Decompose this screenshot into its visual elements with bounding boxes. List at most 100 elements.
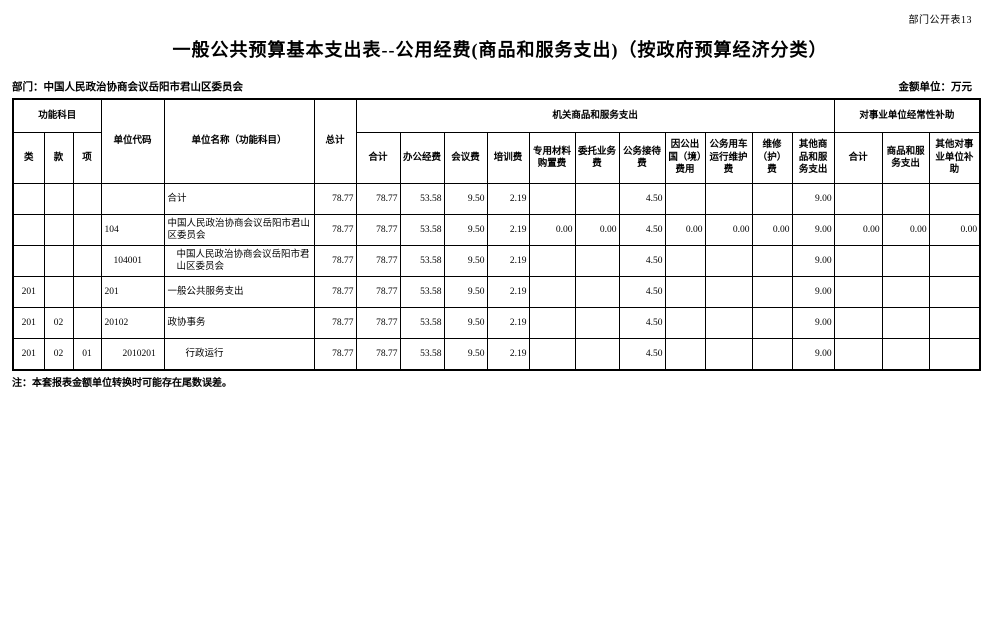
org-total-cell: 78.77	[355, 276, 401, 308]
header-class: 类	[12, 132, 45, 184]
org-total-cell: 78.77	[355, 183, 401, 215]
repair-fee-cell: 0.00	[751, 214, 793, 246]
grand-total-cell: 78.77	[313, 183, 357, 215]
header-unit-name: 单位名称（功能科目）	[163, 98, 315, 184]
vehicle-maintenance-fee-cell	[704, 276, 753, 308]
header-training-fee: 培训费	[486, 132, 530, 184]
subsidy-total-cell	[833, 307, 883, 339]
meeting-fee-cell: 9.50	[443, 276, 488, 308]
unit-code-cell: 2010201	[100, 338, 165, 371]
vehicle-maintenance-fee-cell	[704, 183, 753, 215]
header-unit-code: 单位代码	[100, 98, 165, 184]
special-material-fee-cell	[528, 276, 576, 308]
header-subsidy-goods-services: 商品和服务支出	[881, 132, 930, 184]
vehicle-maintenance-fee-cell	[704, 338, 753, 371]
subsidy-total-cell	[833, 245, 883, 277]
subsidy-total-cell	[833, 276, 883, 308]
org-total-cell: 78.77	[355, 307, 401, 339]
header-subsidy-total: 合计	[833, 132, 883, 184]
official-reception-fee-cell: 4.50	[618, 245, 666, 277]
item-code-cell	[72, 307, 102, 339]
table-row: 201 02 01 2010201 行政运行 78.77 78.77 53.58…	[12, 338, 981, 371]
training-fee-cell: 2.19	[486, 214, 530, 246]
entrusted-business-fee-cell	[574, 338, 620, 371]
unit-code-cell: 104001	[100, 245, 165, 277]
entrusted-business-fee-cell	[574, 245, 620, 277]
item-code-cell	[72, 276, 102, 308]
other-goods-services-cell: 9.00	[791, 338, 835, 371]
header-office-expense: 办公经费	[399, 132, 445, 184]
table-row: 104001 中国人民政治协商会议岳阳市君山区委员会 78.77 78.77 5…	[12, 245, 981, 277]
official-reception-fee-cell: 4.50	[618, 183, 666, 215]
section-code-cell	[43, 276, 74, 308]
header-subsidy-other: 其他对事业单位补助	[928, 132, 981, 184]
grand-total-cell: 78.77	[313, 245, 357, 277]
amount-unit-label: 金额单位：万元	[898, 82, 973, 93]
entrusted-business-fee-cell	[574, 183, 620, 215]
grand-total-cell: 78.77	[313, 214, 357, 246]
header-org-goods-group: 机关商品和服务支出	[355, 98, 835, 133]
class-code-cell: 201	[12, 338, 45, 371]
report-title: 一般公共预算基本支出表--公用经费(商品和服务支出)（按政府预算经济分类）	[172, 40, 828, 60]
entrusted-business-fee-cell: 0.00	[574, 214, 620, 246]
training-fee-cell: 2.19	[486, 183, 530, 215]
special-material-fee-cell: 0.00	[528, 214, 576, 246]
class-code-cell: 201	[12, 276, 45, 308]
subsidy-other-cell	[928, 338, 981, 371]
subsidy-goods-services-cell	[881, 183, 930, 215]
item-code-cell: 01	[72, 338, 102, 371]
training-fee-cell: 2.19	[486, 307, 530, 339]
vehicle-maintenance-fee-cell	[704, 245, 753, 277]
grand-total-cell: 78.77	[313, 276, 357, 308]
abroad-fee-cell	[664, 183, 706, 215]
repair-fee-cell	[751, 183, 793, 215]
item-code-cell	[72, 214, 102, 246]
footnote: 注：本套报表金额单位转换时可能存在尾数误差。	[12, 378, 232, 389]
header-other-goods-services: 其他商品和服务支出	[791, 132, 835, 184]
section-code-cell	[43, 245, 74, 277]
section-code-cell: 02	[43, 307, 74, 339]
meeting-fee-cell: 9.50	[443, 307, 488, 339]
unit-code-cell: 201	[100, 276, 165, 308]
special-material-fee-cell	[528, 183, 576, 215]
meeting-fee-cell: 9.50	[443, 338, 488, 371]
meeting-fee-cell: 9.50	[443, 214, 488, 246]
org-total-cell: 78.77	[355, 245, 401, 277]
subsidy-goods-services-cell: 0.00	[881, 214, 930, 246]
meeting-fee-cell: 9.50	[443, 183, 488, 215]
header-meeting-fee: 会议费	[443, 132, 488, 184]
grand-total-cell: 78.77	[313, 307, 357, 339]
office-expense-cell: 53.58	[399, 276, 445, 308]
special-material-fee-cell	[528, 338, 576, 371]
section-code-cell	[43, 214, 74, 246]
header-special-material-fee: 专用材料购置费	[528, 132, 576, 184]
section-code-cell: 02	[43, 338, 74, 371]
repair-fee-cell	[751, 276, 793, 308]
subsidy-total-cell	[833, 183, 883, 215]
office-expense-cell: 53.58	[399, 214, 445, 246]
table-row: 201 201 一般公共服务支出 78.77 78.77 53.58 9.50 …	[12, 276, 981, 308]
header-org-total: 合计	[355, 132, 401, 184]
official-reception-fee-cell: 4.50	[618, 338, 666, 371]
other-goods-services-cell: 9.00	[791, 307, 835, 339]
subsidy-other-cell	[928, 183, 981, 215]
item-code-cell	[72, 183, 102, 215]
abroad-fee-cell	[664, 276, 706, 308]
other-goods-services-cell: 9.00	[791, 276, 835, 308]
subsidy-goods-services-cell	[881, 245, 930, 277]
class-code-cell: 201	[12, 307, 45, 339]
office-expense-cell: 53.58	[399, 245, 445, 277]
office-expense-cell: 53.58	[399, 338, 445, 371]
meta-row: 部门：中国人民政治协商会议岳阳市君山区委员会 金额单位：万元	[12, 79, 972, 94]
entrusted-business-fee-cell	[574, 276, 620, 308]
table-row: 201 02 20102 政协事务 78.77 78.77 53.58 9.50…	[12, 307, 981, 339]
class-code-cell	[12, 183, 45, 215]
class-code-cell	[12, 214, 45, 246]
subsidy-goods-services-cell	[881, 338, 930, 371]
official-reception-fee-cell: 4.50	[618, 214, 666, 246]
official-reception-fee-cell: 4.50	[618, 307, 666, 339]
budget-table-body: 合计 78.77 78.77 53.58 9.50 2.19 4.50 9.00	[12, 183, 981, 371]
unit-name-cell: 行政运行	[163, 338, 315, 371]
unit-name-cell: 政协事务	[163, 307, 315, 339]
subsidy-goods-services-cell	[881, 307, 930, 339]
